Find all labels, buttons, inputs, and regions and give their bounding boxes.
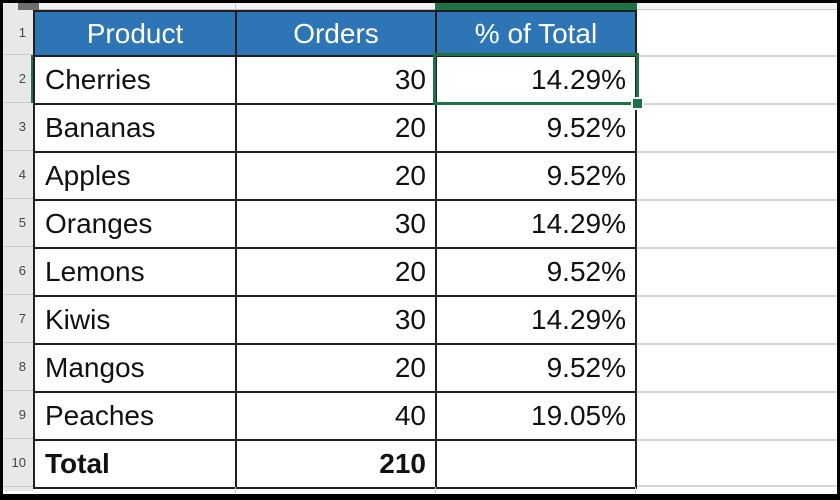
orders-cell[interactable]: 30 [237, 297, 437, 345]
row-header[interactable]: 2 [3, 55, 33, 103]
gridline-stub [235, 487, 236, 494]
product-cell[interactable]: Bananas [35, 105, 237, 153]
active-row-indicator [31, 55, 33, 103]
product-cell[interactable]: Apples [35, 153, 237, 201]
row-header[interactable]: 4 [3, 151, 33, 199]
spreadsheet-table: Product Orders % of Total Cherries 30 14… [33, 10, 637, 489]
row-header[interactable]: 7 [3, 295, 33, 343]
row-header[interactable]: 6 [3, 247, 33, 295]
row-header[interactable]: 8 [3, 343, 33, 391]
product-cell[interactable]: Peaches [35, 393, 237, 441]
product-cell[interactable]: Oranges [35, 201, 237, 249]
pct-cell[interactable]: 19.05% [437, 393, 637, 441]
pct-cell[interactable]: 9.52% [437, 345, 637, 393]
orders-cell[interactable]: 210 [237, 441, 437, 489]
fill-handle[interactable] [633, 99, 642, 108]
row-header[interactable]: 3 [3, 103, 33, 151]
orders-cell[interactable]: 30 [237, 57, 437, 105]
row-header[interactable]: 5 [3, 199, 33, 247]
pct-cell[interactable]: 14.29% [437, 57, 637, 105]
pct-cell[interactable]: 9.52% [437, 249, 637, 297]
product-cell[interactable]: Cherries [35, 57, 237, 105]
row-header[interactable]: 9 [3, 391, 33, 439]
pct-cell[interactable]: 9.52% [437, 153, 637, 201]
orders-cell[interactable]: 30 [237, 201, 437, 249]
row-header-column: 1 2 3 4 5 6 7 8 9 10 [3, 10, 33, 491]
pct-cell[interactable]: 14.29% [437, 201, 637, 249]
orders-cell[interactable]: 40 [237, 393, 437, 441]
pct-cell[interactable]: 14.29% [437, 297, 637, 345]
row-header[interactable]: 1 [3, 10, 33, 55]
column-c-selected-underline [435, 3, 637, 10]
product-cell[interactable]: Total [35, 441, 237, 489]
column-header-orders[interactable]: Orders [237, 12, 437, 57]
orders-cell[interactable]: 20 [237, 153, 437, 201]
gridline-stub [435, 487, 436, 494]
orders-cell[interactable]: 20 [237, 249, 437, 297]
empty-cells-gridlines[interactable] [637, 55, 837, 487]
worksheet-area: 1 2 3 4 5 6 7 8 9 10 Product Orders [3, 3, 837, 494]
product-cell[interactable]: Lemons [35, 249, 237, 297]
column-header-product[interactable]: Product [35, 12, 237, 57]
column-header-pct-of-total[interactable]: % of Total [437, 12, 637, 57]
column-boundary-line [235, 3, 236, 10]
name-box-stub [18, 3, 39, 10]
product-cell[interactable]: Mangos [35, 345, 237, 393]
orders-cell[interactable]: 20 [237, 105, 437, 153]
orders-cell[interactable]: 20 [237, 345, 437, 393]
pct-cell[interactable]: 9.52% [437, 105, 637, 153]
pct-cell[interactable] [437, 441, 637, 489]
gridline-stub [635, 487, 636, 494]
product-cell[interactable]: Kiwis [35, 297, 237, 345]
column-header-strip [3, 3, 837, 10]
row-header[interactable]: 10 [3, 439, 33, 487]
